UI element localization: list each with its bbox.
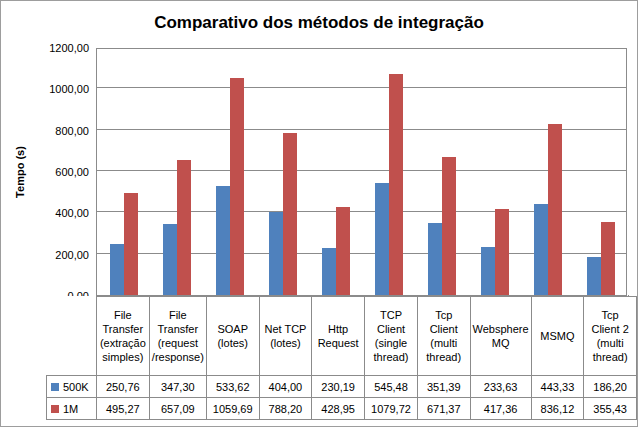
category-header-cell-4: Net TCP (lotes) <box>259 297 312 376</box>
gridline <box>97 87 626 88</box>
value-cell-1M-1: 495,27 <box>96 398 149 420</box>
bar-1M-2 <box>177 160 191 295</box>
plot-area <box>96 48 627 296</box>
category-header-cell-3: SOAP (lotes) <box>206 297 259 376</box>
value-cell-500K-6: 545,48 <box>365 376 418 398</box>
bar-1M-10 <box>601 222 615 295</box>
value-cell-500K-3: 533,62 <box>206 376 259 398</box>
value-cell-500K-2: 347,30 <box>149 376 206 398</box>
y-tick-label: 1200,00 <box>1 41 89 55</box>
value-cell-500K-7: 351,39 <box>417 376 470 398</box>
legend-cell-500K: 500K <box>47 376 97 398</box>
bar-1M-8 <box>495 209 509 295</box>
legend-swatch-icon <box>51 405 59 413</box>
value-cell-1M-3: 1059,69 <box>206 398 259 420</box>
bar-500K-7 <box>428 223 442 295</box>
category-header-cell-1: File Transfer (extração simples) <box>96 297 149 376</box>
category-header-cell-5: Http Request <box>312 297 365 376</box>
value-cell-500K-4: 404,00 <box>259 376 312 398</box>
category-header-cell-10: Tcp Client 2 (multi thread) <box>584 297 637 376</box>
table-row-500K: 500K250,76347,30533,62404,00230,19545,48… <box>47 376 637 398</box>
value-cell-1M-7: 671,37 <box>417 398 470 420</box>
table-corner-blank <box>47 297 97 376</box>
bar-500K-4 <box>269 212 283 295</box>
bar-500K-6 <box>375 183 389 295</box>
category-header-cell-2: File Transfer (request /response) <box>149 297 206 376</box>
table-row-1M: 1M495,27657,091059,69788,20428,951079,72… <box>47 398 637 420</box>
value-cell-500K-9: 443,33 <box>531 376 584 398</box>
value-cell-500K-1: 250,76 <box>96 376 149 398</box>
gridline <box>97 129 626 130</box>
bar-1M-7 <box>442 157 456 295</box>
value-cell-500K-8: 233,63 <box>470 376 531 398</box>
category-header-cell-7: Tcp Client (multi thread) <box>417 297 470 376</box>
bar-1M-5 <box>336 207 350 295</box>
y-tick-label: 600,00 <box>1 165 89 179</box>
legend-swatch-icon <box>51 383 59 391</box>
category-header-cell-6: TCP Client (single thread) <box>365 297 418 376</box>
value-cell-1M-5: 428,95 <box>312 398 365 420</box>
category-header-cell-9: MSMQ <box>531 297 584 376</box>
chart-container: Comparativo dos métodos de integração Te… <box>0 0 638 427</box>
bar-1M-1 <box>124 193 138 295</box>
chart-title: Comparativo dos métodos de integração <box>1 13 637 33</box>
y-tick-label: 1000,00 <box>1 82 89 96</box>
bar-500K-1 <box>110 244 124 295</box>
value-cell-1M-6: 1079,72 <box>365 398 418 420</box>
value-cell-1M-9: 836,12 <box>531 398 584 420</box>
value-cell-1M-4: 788,20 <box>259 398 312 420</box>
bar-1M-4 <box>283 133 297 295</box>
bar-500K-2 <box>163 224 177 295</box>
bar-500K-5 <box>322 248 336 295</box>
bar-500K-3 <box>216 186 230 295</box>
value-cell-500K-5: 230,19 <box>312 376 365 398</box>
value-cell-1M-8: 417,36 <box>470 398 531 420</box>
bar-500K-8 <box>481 247 495 295</box>
bar-1M-9 <box>548 124 562 295</box>
category-header-cell-8: Websphere MQ <box>470 297 531 376</box>
data-table: File Transfer (extração simples)File Tra… <box>46 296 637 420</box>
y-tick-label: 400,00 <box>1 206 89 220</box>
value-cell-500K-10: 186,20 <box>584 376 637 398</box>
y-tick-label: 200,00 <box>1 248 89 262</box>
bar-500K-9 <box>534 204 548 295</box>
bar-1M-3 <box>230 78 244 295</box>
value-cell-1M-10: 355,43 <box>584 398 637 420</box>
legend-cell-1M: 1M <box>47 398 97 420</box>
table-header-row: File Transfer (extração simples)File Tra… <box>47 297 637 376</box>
bar-500K-10 <box>587 257 601 295</box>
value-cell-1M-2: 657,09 <box>149 398 206 420</box>
y-tick-label: 800,00 <box>1 124 89 138</box>
bar-1M-6 <box>389 74 403 295</box>
